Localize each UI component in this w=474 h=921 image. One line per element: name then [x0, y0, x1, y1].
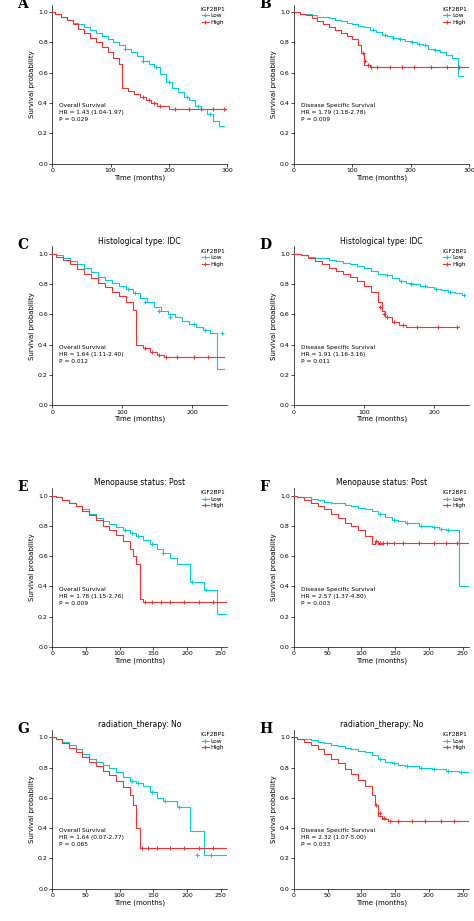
- Text: Disease Specific Survival
HR = 1.79 (1.18-2.78)
P = 0.009: Disease Specific Survival HR = 1.79 (1.1…: [301, 103, 375, 122]
- Legend: Low, High: Low, High: [200, 248, 226, 267]
- Text: F: F: [259, 480, 269, 494]
- Text: Disease Specific Survival
HR = 2.57 (1.37-4.80)
P = 0.003: Disease Specific Survival HR = 2.57 (1.3…: [301, 587, 375, 606]
- Legend: Low, High: Low, High: [442, 731, 467, 751]
- Y-axis label: Survival probability: Survival probability: [271, 533, 277, 601]
- Text: B: B: [259, 0, 271, 11]
- X-axis label: Time (months): Time (months): [356, 658, 407, 664]
- Text: Overall Survival
HR = 1.78 (1.15-2.76)
P = 0.009: Overall Survival HR = 1.78 (1.15-2.76) P…: [59, 587, 124, 606]
- Title: Menopause status: Post: Menopause status: Post: [94, 478, 185, 487]
- X-axis label: Time (months): Time (months): [356, 899, 407, 906]
- Text: H: H: [259, 722, 272, 736]
- Legend: Low, High: Low, High: [442, 6, 467, 26]
- Text: Disease Specific Survival
HR = 2.32 (1.07-5.00)
P = 0.033: Disease Specific Survival HR = 2.32 (1.0…: [301, 828, 375, 847]
- Y-axis label: Survival probability: Survival probability: [29, 51, 36, 118]
- X-axis label: Time (months): Time (months): [356, 174, 407, 181]
- Legend: Low, High: Low, High: [442, 490, 467, 509]
- Text: G: G: [17, 722, 29, 736]
- Title: Histological type: IDC: Histological type: IDC: [99, 237, 181, 246]
- Y-axis label: Survival probability: Survival probability: [29, 292, 36, 360]
- Title: radiation_therapy: No: radiation_therapy: No: [340, 720, 423, 729]
- X-axis label: Time (months): Time (months): [114, 658, 165, 664]
- Legend: Low, High: Low, High: [200, 490, 226, 509]
- X-axis label: Time (months): Time (months): [114, 416, 165, 423]
- Legend: Low, High: Low, High: [442, 248, 467, 267]
- Text: C: C: [17, 239, 28, 252]
- Text: A: A: [17, 0, 28, 11]
- Y-axis label: Survival probability: Survival probability: [271, 775, 277, 843]
- Text: D: D: [259, 239, 271, 252]
- Legend: Low, High: Low, High: [200, 731, 226, 751]
- Y-axis label: Survival probability: Survival probability: [29, 533, 36, 601]
- Text: E: E: [17, 480, 27, 494]
- X-axis label: Time (months): Time (months): [114, 174, 165, 181]
- Y-axis label: Survival probability: Survival probability: [271, 292, 277, 360]
- Title: Histological type: IDC: Histological type: IDC: [340, 237, 423, 246]
- Legend: Low, High: Low, High: [200, 6, 226, 26]
- X-axis label: Time (months): Time (months): [114, 899, 165, 906]
- Text: Overall Survival
HR = 1.64 (1.11-2.40)
P = 0.012: Overall Survival HR = 1.64 (1.11-2.40) P…: [59, 344, 124, 364]
- X-axis label: Time (months): Time (months): [356, 416, 407, 423]
- Y-axis label: Survival probability: Survival probability: [271, 51, 277, 118]
- Title: radiation_therapy: No: radiation_therapy: No: [98, 720, 182, 729]
- Text: Overall Survival
HR = 1.43 (1.04-1.97)
P = 0.029: Overall Survival HR = 1.43 (1.04-1.97) P…: [59, 103, 124, 122]
- Y-axis label: Survival probability: Survival probability: [29, 775, 36, 843]
- Title: Menopause status: Post: Menopause status: Post: [336, 478, 427, 487]
- Text: Overall Survival
HR = 1.64 (0.07-2.77)
P = 0.065: Overall Survival HR = 1.64 (0.07-2.77) P…: [59, 828, 124, 847]
- Text: Disease Specific Survival
HR = 1.91 (1.16-3.16)
P = 0.011: Disease Specific Survival HR = 1.91 (1.1…: [301, 344, 375, 364]
